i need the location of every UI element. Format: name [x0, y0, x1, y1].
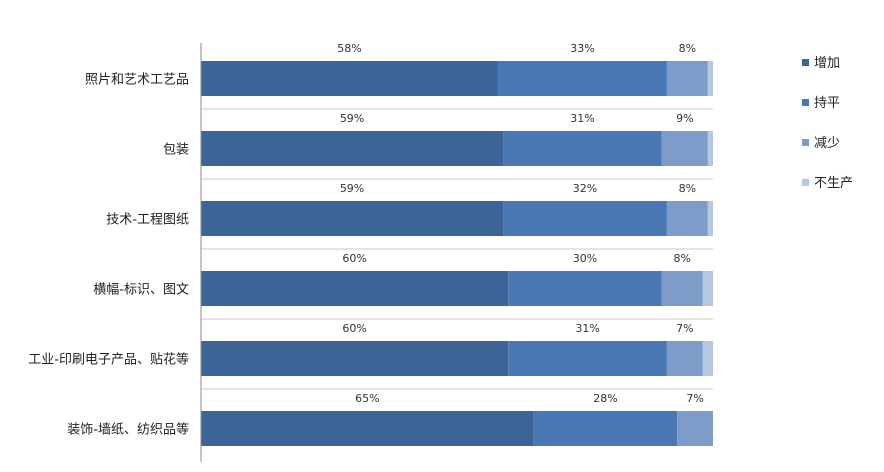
- bar-segment: [503, 131, 662, 166]
- bar-segment: [707, 201, 713, 236]
- data-label: 60%: [342, 252, 366, 265]
- data-label: 59%: [340, 182, 364, 195]
- bar-segment: [666, 201, 708, 236]
- bar-segment: [661, 271, 703, 306]
- legend-swatch: [802, 139, 809, 146]
- bar-segment: [666, 61, 708, 96]
- data-label: 7%: [686, 392, 703, 405]
- category-separators: [201, 108, 713, 390]
- legend-swatch: [802, 59, 809, 66]
- bar-segment: [702, 341, 713, 376]
- data-label: 8%: [679, 42, 696, 55]
- bar-segment: [533, 411, 678, 446]
- data-label: 32%: [573, 182, 597, 195]
- legend-label: 增加: [814, 56, 840, 71]
- bar-segment: [497, 61, 667, 96]
- data-label: 7%: [676, 322, 693, 335]
- bar-segment: [661, 131, 708, 166]
- data-label: 59%: [340, 112, 364, 125]
- data-label: 58%: [337, 42, 361, 55]
- bar-segment: [666, 341, 703, 376]
- category-label: 装饰-墙纸、纺织品等: [67, 422, 189, 438]
- data-label: 8%: [674, 252, 691, 265]
- bar-segment: [503, 201, 667, 236]
- data-label: 28%: [593, 392, 617, 405]
- bar-segment: [702, 271, 713, 306]
- data-label: 31%: [570, 112, 594, 125]
- category-labels: 照片和艺术工艺品包装技术-工程图纸横幅-标识、图文工业-印刷电子产品、贴花等装饰…: [28, 73, 189, 438]
- category-label: 横幅-标识、图文: [93, 283, 189, 298]
- bar-segment: [201, 411, 534, 446]
- data-label: 31%: [575, 322, 599, 335]
- bar-segment: [707, 131, 713, 166]
- bar-segment: [707, 61, 713, 96]
- data-label: 30%: [573, 252, 597, 265]
- bar-segment: [677, 411, 713, 446]
- bar-segment: [201, 271, 509, 306]
- legend-label: 不生产: [814, 176, 853, 191]
- data-label: 9%: [676, 112, 693, 125]
- bar-segment: [201, 201, 504, 236]
- data-label: 65%: [355, 392, 379, 405]
- bar-segment: [508, 341, 667, 376]
- legend-label: 减少: [814, 136, 840, 151]
- category-label: 照片和艺术工艺品: [85, 73, 189, 88]
- data-labels: 58% 33% 8% 59% 31% 9% 59% 32% 8% 60% 30% 8% 60% 31% 7%…: [337, 42, 704, 405]
- category-label: 工业-印刷电子产品、贴花等: [28, 352, 189, 368]
- legend-swatch: [802, 99, 809, 106]
- bar-segment: [201, 131, 504, 166]
- data-label: 60%: [342, 322, 366, 335]
- bar-segment: [201, 61, 498, 96]
- bar-segment: [508, 271, 662, 306]
- category-label: 技术-工程图纸: [106, 213, 189, 228]
- category-label: 包装: [163, 143, 189, 158]
- data-label: 8%: [679, 182, 696, 195]
- bars: [201, 61, 713, 446]
- bar-segment: [201, 341, 509, 376]
- data-label: 33%: [570, 42, 594, 55]
- legend-label: 持平: [814, 96, 840, 111]
- legend-swatch: [802, 179, 809, 186]
